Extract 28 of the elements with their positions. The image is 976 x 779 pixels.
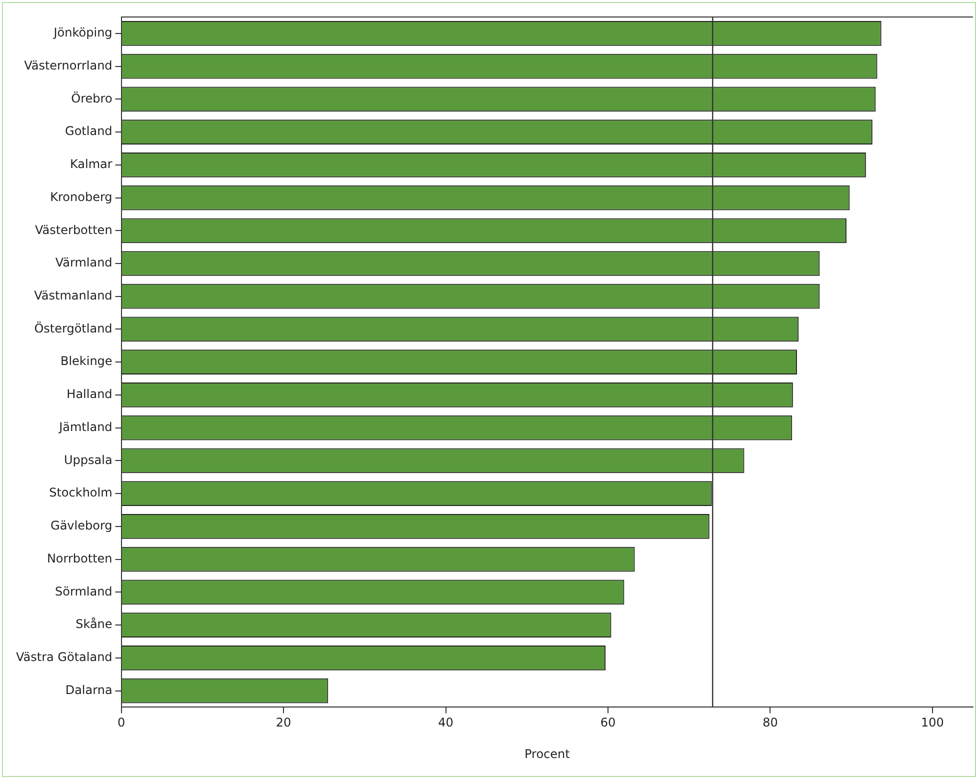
y-tick-label: Kronoberg: [50, 190, 112, 204]
x-axis-title: Procent: [524, 746, 570, 761]
y-tick-label: Jämtland: [58, 420, 112, 434]
y-tick-label: Jönköping: [52, 26, 112, 40]
x-tick-label: 60: [600, 716, 616, 730]
x-tick-label: 80: [762, 716, 778, 730]
y-tick-label: Västmanland: [34, 288, 112, 302]
y-tick-label: Norrbotten: [46, 551, 112, 566]
y-tick-label: Gotland: [65, 124, 112, 138]
y-tick-label: Skåne: [76, 617, 112, 632]
y-tick-label: Västra Götaland: [16, 650, 112, 664]
y-tick-label: Västernorrland: [24, 58, 112, 72]
y-tick-label: Gävleborg: [50, 518, 112, 533]
y-tick-label: Örebro: [71, 91, 112, 106]
y-tick-label: Sörmland: [55, 584, 112, 598]
x-tick-label: 40: [438, 716, 454, 730]
x-tick-label: 100: [920, 716, 944, 730]
y-tick-label: Halland: [66, 387, 112, 402]
x-tick-label: 0: [117, 716, 126, 730]
y-tick-label: Stockholm: [49, 486, 112, 500]
y-tick-label: Kalmar: [70, 157, 112, 172]
y-tick-label: Blekinge: [60, 354, 112, 368]
y-tick-label: Värmland: [55, 256, 112, 270]
y-tick-label: Västerbotten: [35, 222, 112, 237]
y-tick-label: Östergötland: [34, 321, 112, 336]
y-tick-label: Dalarna: [65, 682, 112, 697]
y-tick-label: Uppsala: [64, 452, 112, 467]
x-tick-label: 20: [276, 716, 292, 730]
